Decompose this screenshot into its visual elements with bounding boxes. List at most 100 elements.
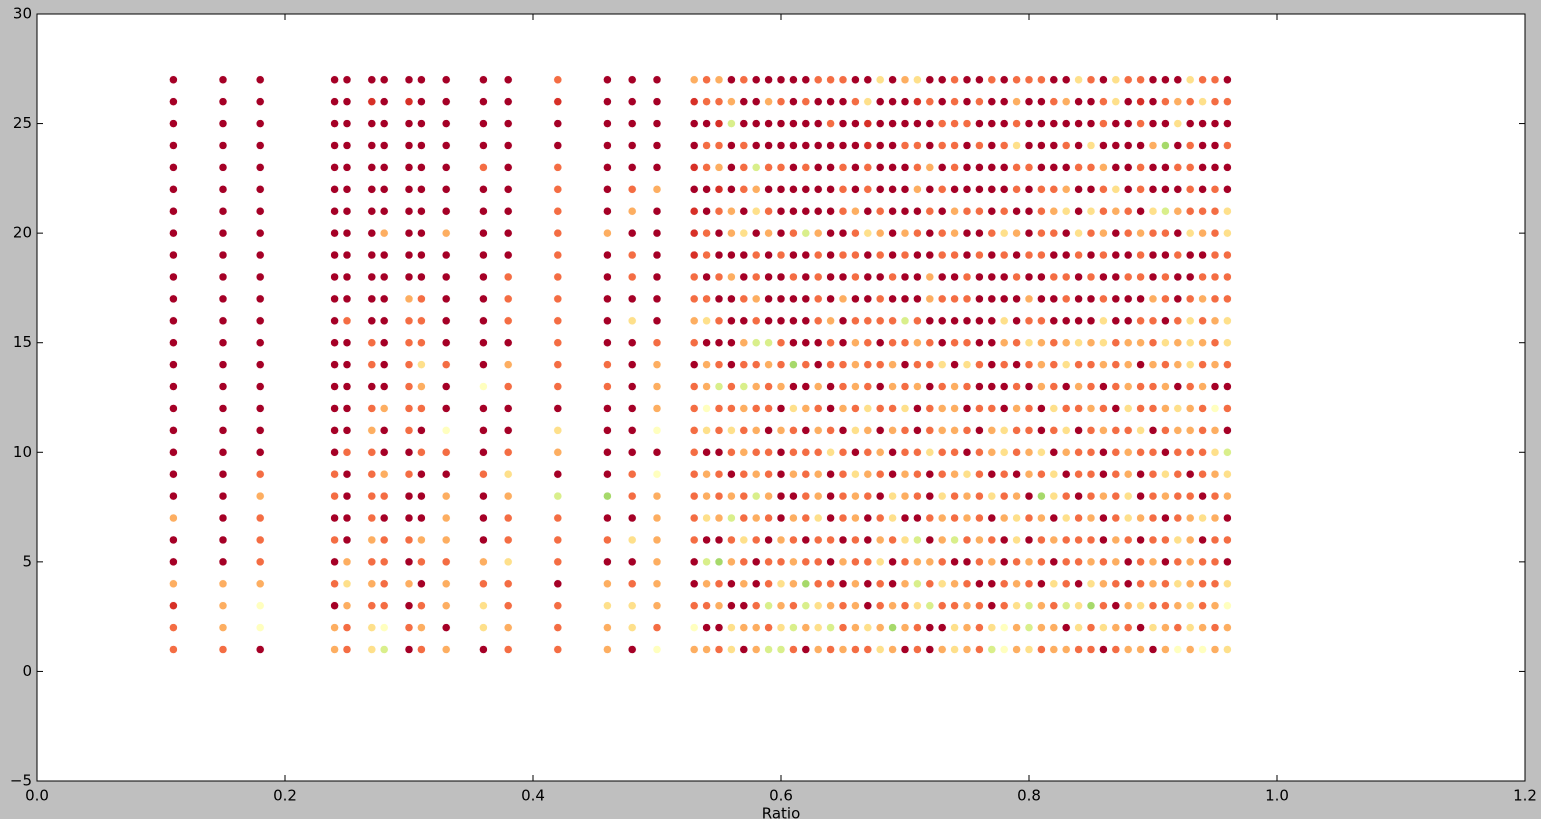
point [727,448,736,457]
point [999,360,1009,369]
point [1012,141,1021,150]
point [330,469,339,479]
point [801,119,811,128]
point [1123,491,1133,501]
point [1024,491,1034,501]
point [888,228,897,238]
point [751,469,761,479]
point [1123,557,1133,567]
point [404,382,414,391]
point [1185,535,1195,545]
y-tick-label: 15 [13,333,32,351]
point [627,469,637,479]
point [169,557,178,567]
point [342,579,352,589]
point [950,426,959,435]
point [727,426,736,435]
point [764,535,773,545]
point [900,579,910,589]
point [479,360,488,369]
point [169,250,178,260]
point [975,163,984,172]
point [801,141,811,150]
point [801,557,811,567]
point [962,228,972,238]
point [813,316,823,326]
point [739,623,749,632]
point [714,119,724,128]
point [603,294,612,304]
y-tick-label: 5 [22,552,32,570]
point [739,513,749,523]
point [813,601,823,610]
point [330,645,339,654]
point [975,557,984,567]
point [863,448,873,457]
point [1074,491,1083,501]
point [404,316,414,326]
point [826,97,835,106]
point [1161,75,1170,84]
point [1049,557,1059,567]
point [789,163,798,172]
point [813,360,823,369]
point [863,75,873,84]
point [603,360,612,369]
point [417,228,426,238]
point [169,448,178,457]
point [1185,557,1195,567]
point [627,579,637,589]
point [826,338,835,347]
point [888,163,897,172]
point [367,491,377,501]
point [603,426,612,435]
point [987,185,997,194]
point [1074,557,1083,567]
point [913,206,922,216]
point [652,579,662,589]
point [218,513,228,523]
point [553,119,563,128]
point [714,469,724,479]
point [1086,448,1096,457]
point [801,469,811,479]
point [702,469,711,479]
point [950,119,959,128]
point [1198,645,1207,654]
point [975,448,984,457]
point [1123,645,1133,654]
point [627,97,637,106]
point [975,316,984,326]
point [1210,316,1220,326]
point [999,557,1009,567]
point [714,360,724,369]
point [1210,601,1220,610]
point [1049,228,1059,238]
point [1024,535,1034,545]
point [1161,645,1170,654]
point [751,426,761,435]
point [1223,316,1232,326]
point [962,338,972,347]
point [999,426,1009,435]
point [1111,491,1121,501]
point [1223,448,1232,457]
point [975,645,984,654]
point [851,360,860,369]
point [1210,448,1220,457]
point [342,535,352,545]
point [553,141,563,150]
point [925,645,935,654]
point [503,360,513,369]
point [962,579,972,589]
point [739,163,749,172]
point [900,206,910,216]
point [826,557,835,567]
point [937,97,947,106]
point [1173,360,1183,369]
point [863,119,873,128]
point [813,404,823,413]
point [875,163,885,172]
point [913,557,922,567]
point [913,426,922,435]
